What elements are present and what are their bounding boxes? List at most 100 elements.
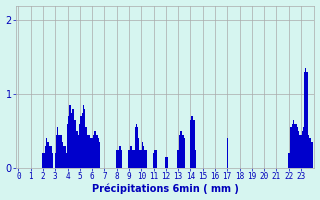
Bar: [184, 138, 185, 168]
Bar: [87, 135, 88, 168]
Bar: [78, 135, 79, 168]
Bar: [66, 153, 67, 168]
Bar: [289, 153, 291, 168]
Bar: [69, 105, 71, 168]
Bar: [85, 127, 87, 168]
Bar: [311, 142, 313, 168]
Bar: [73, 109, 74, 168]
Bar: [132, 150, 133, 168]
Bar: [50, 146, 51, 168]
Bar: [49, 146, 50, 168]
Bar: [308, 135, 309, 168]
Bar: [45, 146, 46, 168]
Bar: [140, 150, 141, 168]
Bar: [94, 131, 95, 168]
Bar: [74, 120, 76, 168]
Bar: [294, 124, 295, 168]
Bar: [146, 150, 147, 168]
Bar: [116, 150, 117, 168]
Bar: [190, 120, 191, 168]
Bar: [76, 131, 77, 168]
Bar: [291, 127, 292, 168]
Bar: [142, 142, 143, 168]
Bar: [180, 131, 181, 168]
Bar: [166, 157, 168, 168]
Bar: [144, 150, 146, 168]
Bar: [303, 127, 304, 168]
Bar: [292, 124, 293, 168]
Bar: [181, 131, 182, 168]
Bar: [58, 135, 60, 168]
Bar: [68, 116, 69, 168]
Bar: [178, 150, 179, 168]
Bar: [82, 113, 83, 168]
Bar: [309, 138, 310, 168]
Bar: [288, 153, 289, 168]
Bar: [98, 138, 99, 168]
Bar: [96, 135, 98, 168]
Bar: [71, 113, 72, 168]
X-axis label: Précipitations 6min ( mm ): Précipitations 6min ( mm ): [92, 184, 239, 194]
Bar: [141, 150, 142, 168]
Bar: [165, 157, 166, 168]
Bar: [118, 146, 120, 168]
Bar: [128, 150, 130, 168]
Bar: [154, 150, 156, 168]
Bar: [153, 153, 154, 168]
Bar: [99, 142, 100, 168]
Bar: [121, 150, 122, 168]
Bar: [63, 146, 65, 168]
Bar: [117, 150, 118, 168]
Bar: [130, 146, 131, 168]
Bar: [77, 131, 78, 168]
Bar: [79, 124, 80, 168]
Bar: [133, 150, 134, 168]
Bar: [80, 116, 82, 168]
Bar: [179, 135, 180, 168]
Bar: [61, 135, 62, 168]
Bar: [93, 135, 94, 168]
Bar: [89, 135, 90, 168]
Bar: [84, 109, 85, 168]
Bar: [191, 116, 192, 168]
Bar: [92, 138, 93, 168]
Bar: [90, 138, 92, 168]
Bar: [83, 105, 84, 168]
Bar: [194, 120, 195, 168]
Bar: [47, 142, 49, 168]
Bar: [300, 135, 301, 168]
Bar: [182, 135, 184, 168]
Bar: [120, 146, 121, 168]
Bar: [138, 138, 140, 168]
Bar: [304, 72, 305, 168]
Bar: [52, 153, 53, 168]
Bar: [295, 124, 297, 168]
Bar: [195, 150, 196, 168]
Bar: [307, 72, 308, 168]
Bar: [44, 153, 45, 168]
Bar: [297, 127, 298, 168]
Bar: [299, 135, 300, 168]
Bar: [67, 124, 68, 168]
Bar: [60, 135, 61, 168]
Bar: [298, 131, 299, 168]
Bar: [72, 109, 73, 168]
Bar: [301, 131, 303, 168]
Bar: [65, 146, 66, 168]
Bar: [305, 68, 307, 168]
Bar: [136, 124, 137, 168]
Bar: [62, 142, 63, 168]
Bar: [143, 146, 144, 168]
Bar: [310, 138, 311, 168]
Bar: [131, 146, 132, 168]
Bar: [192, 116, 194, 168]
Bar: [46, 138, 47, 168]
Bar: [51, 146, 52, 168]
Bar: [56, 135, 57, 168]
Bar: [137, 127, 138, 168]
Bar: [88, 135, 89, 168]
Bar: [134, 127, 136, 168]
Bar: [42, 153, 44, 168]
Bar: [57, 127, 58, 168]
Bar: [95, 131, 96, 168]
